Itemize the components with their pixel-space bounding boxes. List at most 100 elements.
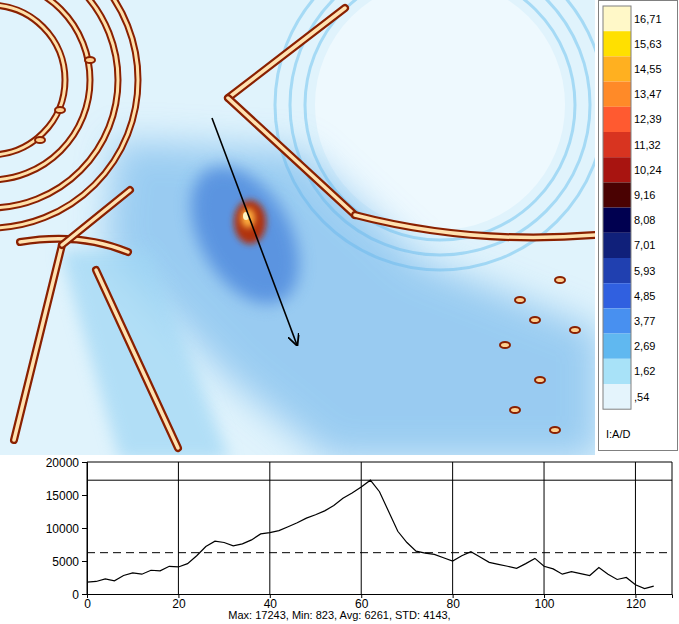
tick-mark — [82, 561, 87, 562]
tick-label: 0 — [84, 597, 91, 611]
colorbar-label: 10,24 — [634, 164, 662, 176]
ring — [0, 0, 138, 228]
colorbar-label: ,54 — [634, 391, 649, 403]
tick: 0 — [84, 594, 91, 611]
strut — [228, 8, 345, 98]
profile-chart: 05000100001500020000020406080100120Max: … — [46, 456, 673, 621]
colorbar-cell — [603, 157, 631, 182]
colorbar-cell — [603, 56, 631, 81]
colorbar-label: 2,69 — [634, 340, 655, 352]
ring — [0, 5, 65, 155]
strut — [355, 215, 595, 238]
colorbar-frame — [599, 1, 678, 451]
strut — [228, 8, 345, 98]
ring — [0, 5, 65, 155]
colorbar-cell — [603, 107, 631, 132]
tick-mark — [82, 495, 87, 496]
speck — [515, 297, 525, 303]
grid-line — [178, 462, 179, 594]
plot-frame — [87, 462, 672, 463]
grid-line — [361, 462, 362, 594]
tick: 20000 — [46, 456, 87, 470]
strut — [62, 190, 130, 245]
hot-spot — [234, 200, 266, 244]
strut — [20, 239, 128, 252]
stats-annotation: Max: 17243, Min: 823, Avg: 6261, STD: 41… — [228, 609, 450, 621]
speck — [510, 407, 520, 413]
speck — [500, 342, 510, 348]
colorbar-cell — [603, 308, 631, 333]
tick-mark — [82, 594, 87, 595]
ring — [0, 0, 90, 180]
colorbar-label: 8,08 — [634, 214, 655, 226]
speck — [570, 327, 580, 333]
figure: 16,7115,6314,5513,4712,3911,3210,249,168… — [0, 0, 679, 624]
strut — [20, 239, 128, 252]
tick: 100 — [535, 594, 555, 611]
colorbar-cell — [603, 132, 631, 157]
image-band — [60, 250, 230, 455]
strut — [62, 190, 130, 245]
grid-line — [635, 462, 636, 594]
colorbar: 16,7115,6314,5513,4712,3911,3210,249,168… — [599, 1, 678, 451]
tick-label: 20 — [172, 597, 186, 611]
colorbar-cell — [603, 258, 631, 283]
speck — [555, 277, 565, 283]
colorbar-cell — [603, 359, 631, 384]
colorbar-cell — [603, 182, 631, 207]
tick-label: 15000 — [46, 489, 80, 503]
profile-arrow — [212, 118, 297, 345]
colorbar-cell — [603, 6, 631, 31]
strut — [96, 270, 178, 448]
axis-line — [82, 463, 88, 595]
tick-label: 20000 — [46, 456, 80, 470]
speck — [550, 427, 560, 433]
colorbar-label: 9,16 — [634, 189, 655, 201]
colorbar-cell — [603, 82, 631, 107]
tick-label: 100 — [535, 597, 555, 611]
image — [0, 0, 595, 455]
plot-background — [87, 462, 672, 594]
strut — [14, 245, 62, 440]
colorbar-label: 14,55 — [634, 63, 662, 75]
speck — [55, 107, 65, 113]
tick: 5000 — [52, 555, 87, 569]
colorbar-label: 4,85 — [634, 290, 655, 302]
strut — [228, 98, 355, 215]
tick-mark — [82, 528, 87, 529]
tick: 10000 — [46, 522, 87, 536]
tick: 20 — [172, 594, 186, 611]
reference-line — [87, 480, 672, 481]
tick-label: 120 — [626, 597, 646, 611]
speck — [530, 317, 540, 323]
speck — [85, 57, 95, 63]
y-axis: 05000100001500020000 — [46, 456, 88, 602]
strut — [355, 215, 595, 238]
plot-frame — [672, 462, 673, 594]
reference-line — [87, 552, 672, 553]
colorbar-cell — [603, 384, 631, 409]
tick-label: 5000 — [52, 555, 79, 569]
colorbar-label: 1,62 — [634, 365, 655, 377]
strut — [96, 270, 178, 448]
ring — [0, 0, 138, 228]
colorbar-label: 3,77 — [634, 315, 655, 327]
colorbar-label: 12,39 — [634, 113, 662, 125]
colorbar-cell — [603, 208, 631, 233]
tick-mark — [82, 462, 87, 463]
tick: 15000 — [46, 489, 87, 503]
colorbar-label: 11,32 — [634, 139, 661, 151]
plot-marks — [87, 480, 672, 588]
speck — [535, 377, 545, 383]
profile-line — [87, 480, 654, 588]
tick: 120 — [626, 594, 646, 611]
colorbar-label: 15,63 — [634, 38, 662, 50]
colorbar-cell — [603, 31, 631, 56]
colorbar-outline — [603, 6, 631, 409]
strut — [228, 98, 355, 215]
grid-line — [452, 462, 453, 594]
colorbar-cell — [603, 334, 631, 359]
tick-label: 10000 — [46, 522, 80, 536]
image-core — [169, 148, 322, 323]
image-region — [315, 0, 565, 230]
